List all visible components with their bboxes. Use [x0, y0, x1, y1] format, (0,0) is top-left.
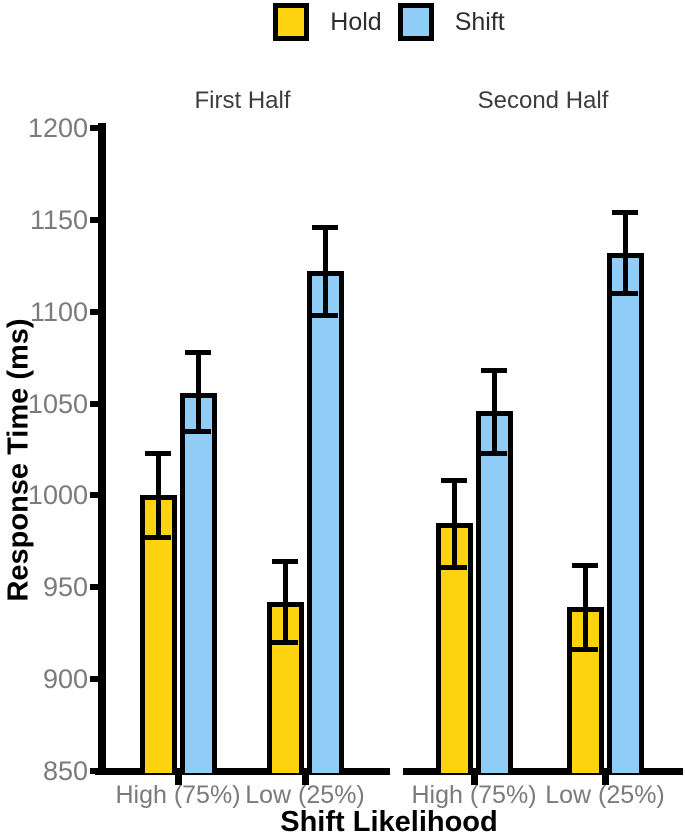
x-tick-label: High (75%) — [115, 781, 241, 809]
error-bar-cap — [441, 478, 467, 484]
error-bar-cap — [272, 639, 298, 645]
y-tick-label: 1100 — [29, 296, 88, 327]
error-bar-cap — [185, 428, 211, 434]
y-axis-tick — [90, 584, 99, 591]
error-bar-cap — [481, 368, 507, 373]
x-axis-title: Shift Likelihood — [280, 806, 498, 838]
error-bar-shift — [195, 352, 201, 432]
y-tick-label: 850 — [42, 756, 88, 786]
y-tick-label: 1150 — [29, 204, 88, 235]
error-bar-cap — [312, 224, 338, 230]
x-axis-tick — [301, 775, 309, 785]
y-axis-tick — [90, 768, 99, 774]
error-bar-shift — [622, 212, 628, 294]
bar-shift — [179, 392, 217, 773]
bar-shift — [306, 271, 344, 773]
bar-shift — [606, 252, 644, 773]
facet-title: First Half — [194, 87, 291, 114]
bar-hold — [266, 601, 304, 773]
y-tick-label: 1000 — [27, 480, 88, 511]
x-tick-label: Low (25%) — [545, 781, 665, 809]
error-bar-shift — [491, 370, 497, 454]
legend-label: Hold — [330, 7, 382, 36]
error-bar-cap — [572, 647, 598, 653]
y-tick-label: 1200 — [27, 113, 88, 143]
error-bar-hold — [451, 480, 457, 568]
x-axis-line — [403, 768, 683, 775]
x-axis-line — [95, 768, 390, 775]
y-tick-label: 1050 — [27, 388, 88, 419]
error-bar-hold — [282, 561, 288, 643]
error-bar-cap — [312, 312, 338, 318]
error-bar-cap — [145, 450, 171, 456]
error-bar-cap — [185, 349, 211, 355]
error-bar-cap — [612, 210, 638, 215]
y-tick-label: 950 — [42, 572, 88, 603]
error-bar-cap — [441, 564, 467, 570]
error-bar-shift — [322, 227, 328, 316]
legend-key-hold — [273, 3, 310, 41]
error-bar-hold — [155, 453, 161, 538]
bar-shift — [475, 410, 513, 773]
y-axis-tick — [90, 125, 99, 131]
x-axis-tick — [601, 775, 609, 785]
y-axis-tick — [90, 676, 99, 683]
legend-label: Shift — [454, 7, 505, 36]
y-axis-tick — [90, 400, 99, 407]
x-tick-label: Low (25%) — [245, 781, 365, 809]
legend-key-shift — [397, 3, 434, 41]
error-bar-cap — [612, 290, 638, 296]
bar-hold — [139, 495, 177, 773]
error-bar-cap — [572, 562, 598, 568]
error-bar-hold — [582, 565, 588, 650]
y-axis-title: Response Time (ms) — [2, 318, 35, 602]
y-axis-tick — [90, 308, 99, 315]
x-axis-tick — [470, 775, 478, 785]
facet-title: Second Half — [477, 87, 609, 114]
legend: Hold Shift — [95, 3, 683, 41]
y-tick-label: 900 — [42, 664, 88, 695]
y-axis-line — [98, 123, 106, 775]
legend-item-hold: Hold — [273, 3, 382, 41]
x-tick-label: High (75%) — [411, 781, 537, 809]
error-bar-cap — [481, 450, 507, 456]
error-bar-cap — [272, 559, 298, 565]
legend-item-shift: Shift — [397, 3, 505, 41]
x-axis-tick — [174, 775, 182, 785]
error-bar-cap — [145, 535, 171, 541]
y-axis-tick — [90, 216, 99, 223]
y-axis-tick — [90, 492, 99, 499]
